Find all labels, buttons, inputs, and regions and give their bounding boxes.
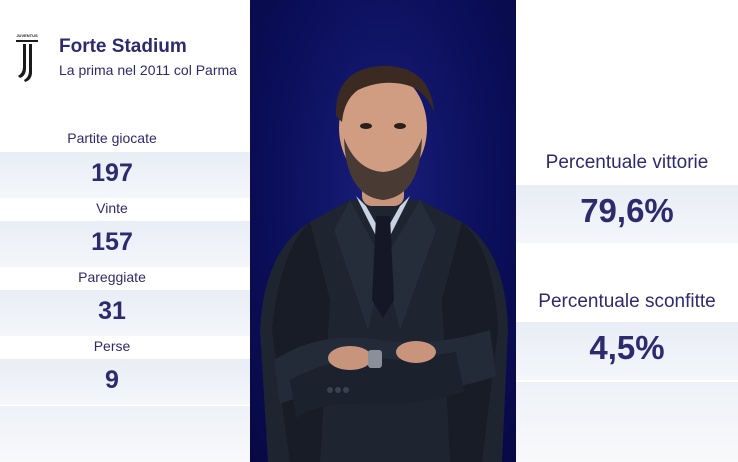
juventus-logo-icon: JUVENTUS xyxy=(16,33,38,82)
stat-band-lost xyxy=(0,359,250,405)
stat-band-loss-percent xyxy=(516,322,738,380)
stat-value-win-percent: 79,6% xyxy=(580,192,674,229)
stat-band-drawn xyxy=(0,290,250,336)
empty-band-right xyxy=(516,382,738,462)
stat-band-win-percent xyxy=(516,185,738,243)
stat-label-won: Vinte xyxy=(96,200,128,216)
portrait-photo xyxy=(250,0,516,462)
stat-label-loss-percent: Percentuale sconfitte xyxy=(538,291,716,312)
stat-value-lost: 9 xyxy=(105,366,119,394)
stat-band-won xyxy=(0,221,250,267)
stat-band-played xyxy=(0,152,250,198)
stat-value-played: 197 xyxy=(91,159,133,187)
stat-value-won: 157 xyxy=(91,228,133,256)
stat-label-win-percent: Percentuale vittorie xyxy=(545,152,709,173)
stat-label-drawn: Pareggiate xyxy=(78,269,146,285)
man-in-suit-illustration xyxy=(260,65,508,462)
page-title: Forte Stadium xyxy=(59,36,187,57)
empty-band-left xyxy=(0,406,250,462)
stat-label-lost: Perse xyxy=(93,338,131,354)
stat-value-drawn: 31 xyxy=(98,297,126,325)
stat-label-played: Partite giocate xyxy=(67,130,157,146)
logo-text: JUVENTUS xyxy=(16,33,38,38)
stat-value-loss-percent: 4,5% xyxy=(589,329,665,366)
page-subtitle: La prima nel 2011 col Parma xyxy=(59,62,237,78)
